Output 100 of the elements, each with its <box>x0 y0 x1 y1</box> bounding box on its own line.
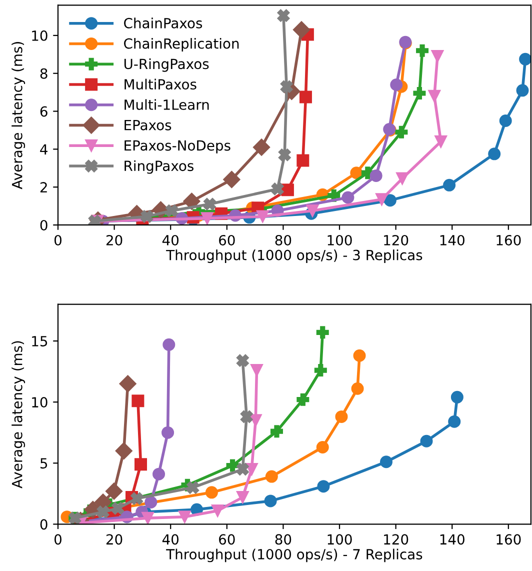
point <box>370 169 382 182</box>
y-axis-title: Average latency (ms) <box>12 42 26 190</box>
point <box>271 182 284 196</box>
point <box>375 193 388 206</box>
x-tick-label: 140 <box>440 234 464 246</box>
point <box>205 486 218 499</box>
point <box>416 44 429 57</box>
point <box>450 390 464 404</box>
point <box>278 148 291 162</box>
point <box>413 87 426 100</box>
x-tick-label: 100 <box>328 534 352 545</box>
y-tick-label: 15 <box>32 336 48 346</box>
point <box>203 198 216 210</box>
point <box>144 496 158 508</box>
x-tick-label: 0 <box>54 234 62 246</box>
point <box>342 191 354 204</box>
x-tick-label: 20 <box>106 534 122 545</box>
x-tick-label: 40 <box>162 234 179 246</box>
point <box>132 394 144 408</box>
point <box>317 480 330 493</box>
x-tick-label: 20 <box>106 234 122 246</box>
y-tick-label: 5 <box>40 458 48 469</box>
y-tick-label: 4 <box>40 144 48 154</box>
point <box>281 184 294 196</box>
point <box>396 172 409 185</box>
point <box>270 425 283 438</box>
x-tick-label: 80 <box>275 234 292 246</box>
point <box>165 204 178 218</box>
point <box>236 354 249 367</box>
legend-label: ChainReplication <box>124 38 239 52</box>
legend-label: MultiPaxos <box>124 78 196 90</box>
point <box>296 154 310 167</box>
x-tick-label: 100 <box>328 234 352 246</box>
point <box>296 393 310 406</box>
x-tick-label: 0 <box>54 534 62 545</box>
y-tick-label: 10 <box>32 30 48 41</box>
point <box>420 434 433 448</box>
point <box>115 442 132 460</box>
y-axis-title: Average latency (ms) <box>12 341 26 488</box>
point <box>236 462 249 476</box>
point <box>443 178 456 192</box>
point <box>256 210 269 223</box>
point <box>316 440 329 454</box>
point <box>384 194 396 207</box>
point <box>119 375 136 392</box>
point <box>292 21 310 38</box>
y-tick-label: 6 <box>40 106 48 117</box>
x-tick-label: 160 <box>496 234 521 246</box>
point <box>249 414 262 427</box>
point <box>152 468 166 480</box>
x-axis-title: Throughput (1000 ops/s) - 3 Replicas <box>166 250 422 263</box>
point <box>162 338 176 351</box>
point <box>488 148 501 160</box>
point <box>299 90 312 104</box>
legend-label: EPaxos-NoDeps <box>124 140 230 154</box>
x-axis-title: Throughput (1000 ops/s) - 7 Replicas <box>166 548 422 562</box>
legend-label: U-RingPaxos <box>124 58 209 72</box>
point <box>105 482 123 500</box>
point <box>516 84 529 97</box>
point <box>140 210 154 223</box>
point <box>448 415 461 428</box>
point <box>314 364 327 377</box>
y-tick-label: 0 <box>40 220 48 230</box>
point <box>335 410 348 423</box>
point <box>353 349 366 362</box>
point <box>264 494 277 508</box>
point <box>306 204 319 218</box>
point <box>162 426 174 439</box>
y-tick-label: 10 <box>32 397 48 408</box>
x-tick-label: 60 <box>219 534 235 545</box>
point <box>380 456 392 468</box>
point <box>245 462 258 476</box>
legend-label: EPaxos <box>124 120 172 130</box>
x-tick-label: 140 <box>440 534 464 545</box>
point <box>223 170 240 188</box>
y-tick-label: 0 <box>40 519 48 530</box>
point <box>112 502 124 515</box>
x-tick-label: 80 <box>275 534 292 545</box>
x-tick-label: 120 <box>384 234 408 246</box>
point <box>277 9 290 22</box>
point <box>390 78 403 91</box>
y-tick-label: 8 <box>40 68 48 79</box>
legend-label: ChainPaxos <box>124 18 202 28</box>
legend-label: RingPaxos <box>124 160 194 174</box>
point <box>431 50 444 63</box>
point <box>316 326 329 339</box>
point <box>186 481 200 494</box>
x-tick-label: 120 <box>384 534 408 545</box>
legend-label: Multi-1Learn <box>124 99 209 110</box>
point <box>211 504 224 517</box>
x-tick-label: 40 <box>162 534 179 545</box>
point <box>178 510 191 524</box>
point <box>350 166 363 180</box>
point <box>265 470 278 483</box>
x-tick-label: 60 <box>219 234 235 246</box>
point <box>519 52 531 66</box>
point <box>96 506 110 518</box>
point <box>240 410 253 423</box>
point <box>395 126 408 138</box>
point <box>236 491 249 504</box>
